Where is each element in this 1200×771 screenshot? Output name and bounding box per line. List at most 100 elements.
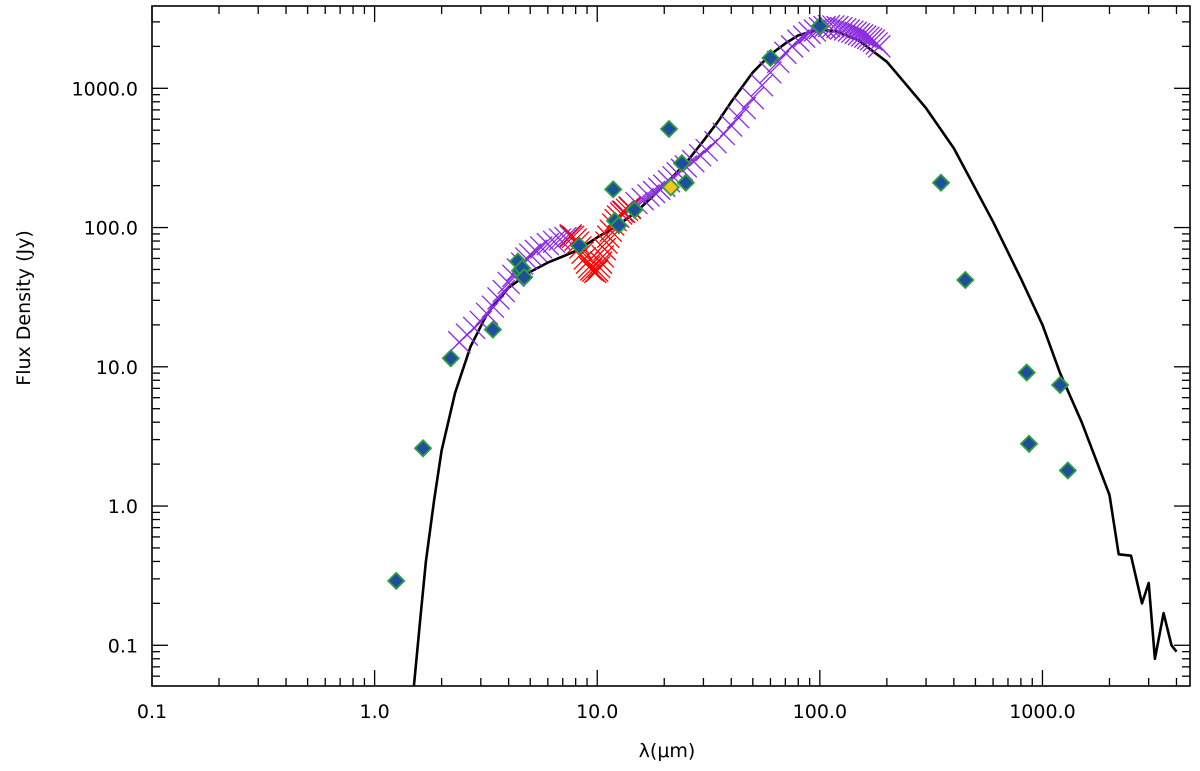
silicate-point-12 [585,259,609,283]
cross-stroke-b [695,138,719,162]
cross-stroke-b [529,235,553,259]
photometry-point-17 [810,16,830,36]
irs-spectrum-point-25 [637,183,660,207]
cross-stroke-b [829,16,853,40]
photometry-point-7 [514,267,534,287]
y-axis-label: Flux Density (Jy) [13,230,35,385]
photometry-point-13 [659,119,679,139]
cross-stroke-b [585,259,609,283]
irs-spectrum-point-16 [536,232,560,256]
irs-spectrum-point-5 [481,295,505,319]
cross-stroke-b [840,20,864,44]
cross-stroke-b [594,231,618,255]
cross-stroke-b [859,27,883,51]
photometry-point-19 [956,270,975,290]
y-tick-label: 1000.0 [72,78,138,100]
y-tick-label: 100.0 [84,218,138,240]
cross-stroke-b [591,244,615,268]
irs-spectrum-point-61 [844,21,868,45]
cross-stroke-b [589,251,613,275]
photometry-point-23 [1058,461,1078,480]
irs-spectrum-point-48 [786,29,810,53]
irs-spectrum-point-6 [486,286,510,310]
model-curve [412,28,1178,686]
silicate-point-14 [589,251,613,275]
irs-spectrum-point-43 [750,73,774,97]
photometry-point-0 [386,571,406,591]
x-tick-label: 100.0 [793,701,847,723]
cross-stroke-b [642,180,666,204]
cross-stroke-b [856,26,880,50]
cross-stroke-b [571,241,595,265]
irs-spectrum-point-62 [847,22,871,46]
photometry-point-1 [413,439,433,458]
irs-spectrum-point-63 [850,23,874,47]
irs-spectrum-point-27 [647,177,671,201]
cross-stroke-b [766,50,790,74]
photometry-point-2 [441,349,461,368]
cross-stroke-b [792,25,816,49]
photometry-point-3 [483,320,503,339]
cross-stroke-b [647,177,671,201]
photometry-point-15 [676,173,696,192]
cross-stroke-b [853,25,877,49]
photometry-point-20 [1017,363,1036,382]
x-tick-label: 0.1 [137,701,167,723]
cross-stroke-b [492,279,516,303]
cross-stroke-b [786,29,810,53]
silicate-point-17 [594,231,618,255]
irs-spectrum-point-7 [492,279,516,303]
photometry-point-11 [609,215,629,235]
x-axis-label: λ(μm) [639,740,696,762]
y-tick-label: 10.0 [96,357,138,379]
irs-spectrum-point-35 [688,143,712,167]
x-tick-label: 10.0 [576,701,618,723]
photometry-point-22 [1050,375,1070,395]
cross-stroke-b [750,73,774,97]
irs-spectrum-point-49 [792,25,816,49]
cross-stroke-b [688,143,712,167]
silicate-point-16 [593,237,617,261]
cross-stroke-b [844,21,868,45]
cross-stroke-b [821,15,845,38]
irs-spectrum-point-42 [741,86,765,110]
irs-spectrum-point-4 [475,302,499,326]
cross-stroke-b [637,183,660,207]
cross-stroke-b [593,237,617,261]
x-tick-label: 1000.0 [1009,701,1075,723]
cross-stroke-b [826,15,849,39]
irs-spectrum-point-69 [867,34,891,58]
cross-stroke-b [536,232,560,256]
cross-stroke-b [554,226,577,250]
irs-spectrum-point-41 [733,96,757,120]
cross-stroke-b [833,17,857,41]
irs-spectrum-point-64 [853,25,877,49]
irs-spectrum-point-36 [695,138,719,162]
photometry-point-18 [931,173,951,192]
photometry-point-12 [625,200,644,220]
plot-frame [151,5,1191,687]
plot-area [386,14,1178,686]
y-tick-label: 1.0 [108,496,138,518]
axes: 0.1 1.0 10.0 100.0 1000.0 0.1 1.0 10.0 100.0 1000… [72,5,1191,723]
photometry-point-16 [761,48,780,68]
x-tick-label: 1.0 [360,701,390,723]
irs-spectrum-point-26 [642,180,666,204]
cross-stroke-b [847,22,871,46]
irs-spectrum-point-44 [758,60,782,84]
cross-stroke-b [559,225,583,249]
cross-stroke-b [758,60,782,84]
photometry-point-14 [672,153,692,173]
irs-spectrum-point-60 [840,20,864,44]
cross-stroke-b [850,23,874,47]
cross-stroke-b [867,34,891,58]
cross-stroke-b [573,246,597,270]
highlight-point-0 [661,177,681,197]
cross-stroke-b [837,19,861,42]
cross-stroke-b [475,302,499,326]
cross-stroke-b [486,286,510,310]
y-tick-label: 0.1 [108,635,138,657]
photometry-point-8 [569,236,589,256]
irs-spectrum-point-14 [524,239,548,263]
